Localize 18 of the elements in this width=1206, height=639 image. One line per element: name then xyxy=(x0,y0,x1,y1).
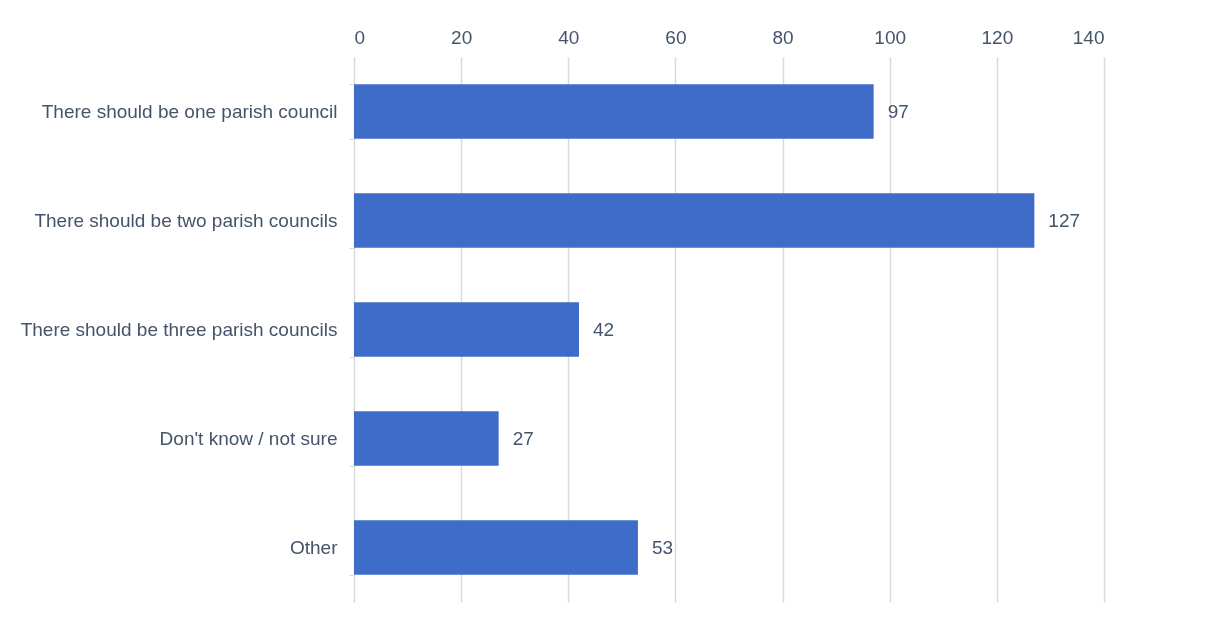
data-label: 97 xyxy=(887,100,909,122)
x-tick-label: 0 xyxy=(354,26,366,48)
data-label: 53 xyxy=(651,536,674,558)
y-tick-label: There should be three parish councils xyxy=(20,319,338,340)
x-tick-label: 60 xyxy=(665,26,687,48)
x-tick-label: 80 xyxy=(772,26,794,48)
data-label: 127 xyxy=(1048,209,1081,231)
y-tick-label: Other xyxy=(289,537,339,558)
y-tick-label: Don't know / not sure xyxy=(159,428,338,449)
x-tick-label: 40 xyxy=(558,26,580,48)
data-label: 42 xyxy=(593,318,615,340)
x-tick-label: 140 xyxy=(1072,26,1105,48)
data-label: 27 xyxy=(512,427,534,449)
y-tick-label: There should be one parish council xyxy=(41,101,338,122)
x-tick-label: 100 xyxy=(874,26,907,48)
y-tick-label: There should be two parish councils xyxy=(34,210,338,231)
x-tick-label: 120 xyxy=(981,26,1014,48)
x-tick-label: 20 xyxy=(451,26,473,48)
